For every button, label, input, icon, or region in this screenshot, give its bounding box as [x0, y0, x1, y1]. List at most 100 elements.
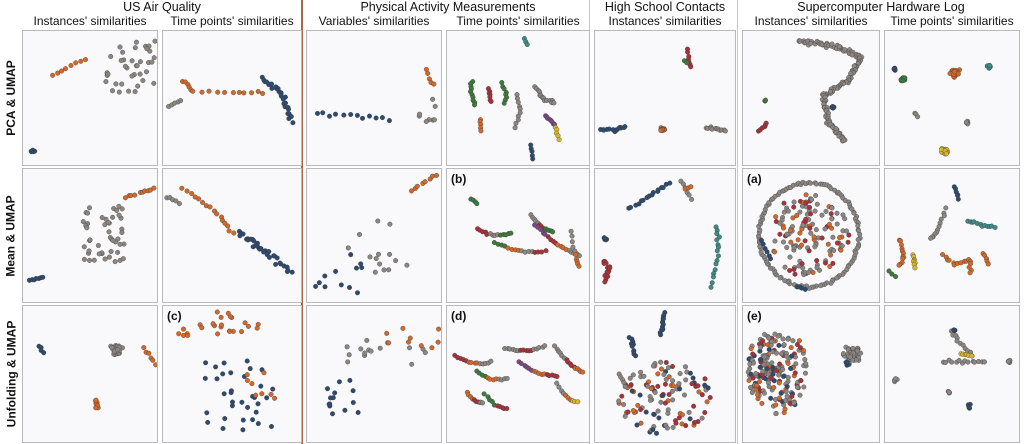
data-point [841, 137, 847, 143]
data-point [748, 385, 754, 390]
data-point [670, 383, 676, 389]
data-point [255, 421, 261, 427]
data-point [290, 120, 296, 126]
data-point [774, 350, 779, 356]
data-point [985, 261, 991, 267]
data-point [807, 225, 813, 231]
data-point [828, 211, 834, 217]
data-point [85, 210, 91, 216]
data-point [771, 378, 777, 384]
data-point [277, 260, 283, 266]
data-point [809, 197, 815, 203]
data-point [387, 251, 393, 257]
data-point [893, 376, 899, 382]
data-point [949, 359, 955, 365]
data-point [214, 376, 220, 382]
data-point [115, 347, 121, 353]
data-point [797, 392, 803, 398]
data-point [663, 360, 669, 365]
data-point [554, 374, 560, 379]
plot-panel [742, 30, 880, 166]
data-point [803, 200, 809, 206]
data-point [799, 261, 805, 267]
data-point [814, 181, 819, 187]
data-point [658, 399, 664, 405]
plot-panel [22, 168, 158, 303]
data-point [803, 370, 808, 376]
scatter-plot [616, 310, 713, 436]
data-point [788, 239, 794, 245]
data-point [59, 68, 65, 74]
data-point [828, 280, 834, 286]
data-point [781, 209, 787, 215]
data-point [137, 71, 143, 77]
data-point [781, 239, 786, 245]
data-point [478, 128, 484, 134]
data-point [627, 375, 633, 381]
row-label: Unfolding & UMAP [0, 305, 22, 443]
data-point [952, 69, 958, 75]
data-point [273, 261, 279, 267]
data-point [220, 371, 226, 377]
data-point [781, 225, 786, 231]
data-point [834, 221, 840, 227]
data-point [575, 399, 581, 405]
data-point [239, 399, 245, 405]
data-point [556, 384, 562, 390]
data-point [569, 239, 575, 245]
data-point [132, 45, 138, 51]
data-point [793, 361, 799, 367]
data-point [802, 238, 808, 244]
data-point [803, 192, 809, 198]
data-point [768, 265, 773, 271]
data-point [655, 371, 661, 377]
data-point [784, 245, 790, 250]
data-point [266, 254, 272, 260]
data-point [951, 327, 957, 333]
data-point [690, 375, 696, 381]
data-point [372, 269, 378, 275]
data-point [288, 114, 294, 120]
data-point [666, 374, 672, 380]
data-point [784, 353, 790, 359]
data-point [794, 342, 800, 348]
data-point [714, 248, 720, 254]
data-point [764, 366, 770, 372]
data-point [662, 400, 668, 406]
data-point [116, 212, 122, 218]
data-point [987, 63, 993, 69]
data-point [965, 359, 971, 365]
data-point [222, 89, 228, 95]
data-point [151, 80, 157, 86]
data-point [796, 338, 802, 344]
data-point [641, 373, 647, 379]
data-point [791, 266, 797, 272]
data-point [855, 223, 861, 229]
data-point [942, 360, 948, 365]
data-point [488, 358, 494, 364]
data-point [798, 378, 804, 383]
data-point [286, 106, 291, 112]
data-point [801, 384, 807, 390]
plot-panel [884, 168, 1020, 303]
data-point [347, 377, 353, 383]
data-point [425, 70, 431, 76]
data-point [855, 237, 861, 243]
data-point [846, 232, 852, 238]
data-point [805, 270, 811, 275]
data-point [619, 393, 625, 399]
data-point [748, 346, 754, 352]
data-point [119, 230, 125, 235]
data-point [722, 128, 728, 134]
data-point [766, 384, 772, 390]
data-point [784, 393, 790, 399]
data-point [409, 188, 414, 194]
data-point [792, 370, 798, 376]
data-point [768, 256, 773, 262]
data-point [431, 81, 437, 87]
data-point [941, 213, 947, 219]
data-point [670, 378, 676, 384]
data-point [40, 274, 46, 280]
data-point [377, 261, 383, 267]
data-point [367, 254, 373, 260]
